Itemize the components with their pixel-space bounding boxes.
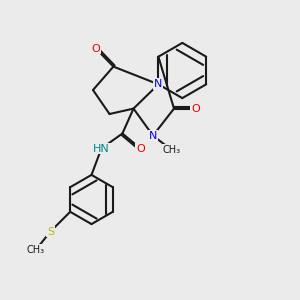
Text: N: N: [154, 79, 163, 89]
Text: S: S: [47, 226, 54, 237]
Text: O: O: [136, 143, 145, 154]
Text: CH₃: CH₃: [27, 244, 45, 255]
Text: HN: HN: [93, 143, 110, 154]
Text: O: O: [191, 103, 200, 114]
Text: CH₃: CH₃: [163, 145, 181, 155]
Text: N: N: [149, 130, 157, 141]
Text: O: O: [92, 44, 100, 54]
